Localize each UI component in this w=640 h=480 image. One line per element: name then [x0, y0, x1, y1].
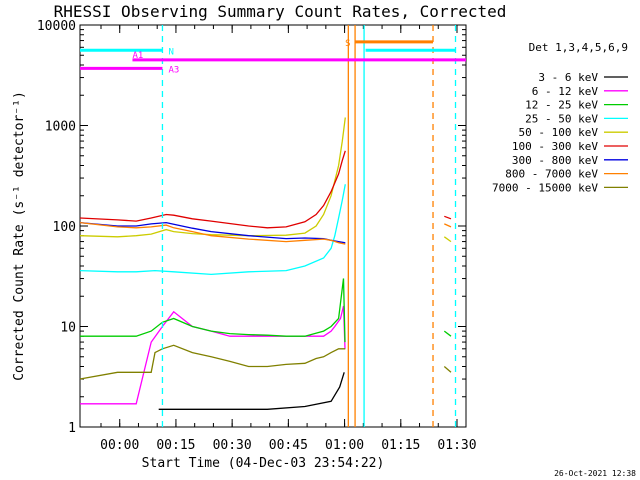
flag-label: N	[168, 47, 173, 57]
legend-label: 800 - 7000 keV	[505, 168, 598, 181]
x-tick-labels: 00:00 00:15 00:30 00:45 01:00 01:15 01:30	[100, 438, 476, 453]
series-line-7000-15000-kev	[443, 366, 452, 373]
y-tick-label: 1	[68, 421, 76, 436]
x-tick-label: 00:45	[269, 438, 308, 453]
series-line-25-50-kev	[79, 184, 346, 276]
legend-label: 50 - 100 keV	[519, 126, 599, 139]
x-tick-label: 01:15	[381, 438, 420, 453]
flag-label: A1	[132, 51, 143, 61]
series-line-3-6-kev	[158, 372, 345, 410]
series-line-12-25-kev	[443, 330, 452, 337]
axis-ticks	[80, 24, 466, 428]
legend-label: 25 - 50 keV	[525, 112, 598, 125]
chart-title: RHESSI Observing Summary Count Rates, Co…	[54, 2, 507, 21]
y-tick-label: 1000	[45, 120, 76, 135]
flag-label: S	[345, 39, 350, 49]
legend-label: 6 - 12 keV	[532, 85, 599, 98]
series-line-50-100-kev	[443, 236, 452, 243]
series-line-50-100-kev	[79, 117, 346, 238]
series-line-800-7000-kev	[444, 223, 452, 228]
legend-label: 12 - 25 keV	[525, 99, 598, 112]
series-line-6-12-kev	[80, 305, 346, 405]
y-axis-label: Corrected Count Rate (s⁻¹ detector⁻¹)	[12, 91, 27, 381]
vertical-markers	[161, 25, 457, 427]
y-tick-label: 10	[60, 321, 76, 336]
x-tick-label: 01:30	[437, 438, 476, 453]
x-tick-label: 00:30	[213, 438, 252, 453]
x-tick-label: 00:15	[156, 438, 195, 453]
series-layer	[79, 117, 452, 410]
legend-label: 100 - 300 keV	[512, 140, 598, 153]
series-line-100-300-kev	[444, 215, 452, 220]
x-tick-label: 01:00	[325, 438, 364, 453]
legend-title: Det 1,3,4,5,6,9	[529, 41, 628, 54]
series-line-7000-15000-kev	[79, 344, 346, 380]
y-tick-label: 100	[53, 220, 76, 235]
x-axis-label: Start Time (04-Dec-03 23:54:22)	[142, 456, 385, 471]
series-line-800-7000-kev	[79, 221, 346, 245]
y-tick-labels: 1 10 100 1000 10000	[37, 19, 76, 436]
legend-label: 3 - 6 keV	[538, 71, 598, 84]
series-line-12-25-kev	[80, 278, 346, 343]
timestamp: 26-Oct-2021 12:38	[554, 469, 636, 478]
y-tick-label: 10000	[37, 19, 76, 34]
flag-bars: N A1 A3 S	[80, 39, 466, 75]
flag-label: A3	[168, 65, 179, 75]
series-line-100-300-kev	[79, 150, 346, 229]
x-tick-label: 00:00	[100, 438, 139, 453]
legend-label: 300 - 800 keV	[512, 154, 598, 167]
legend-label: 7000 - 15000 keV	[492, 181, 598, 194]
